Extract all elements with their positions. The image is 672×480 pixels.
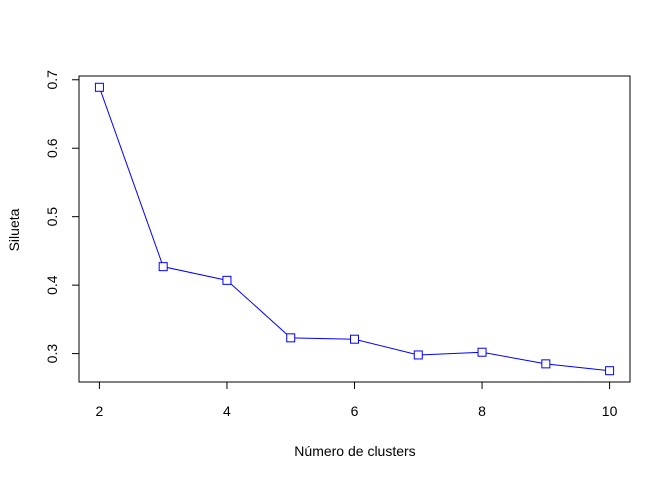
data-point-marker [94, 82, 104, 92]
data-point-marker [413, 350, 423, 360]
x-tick-label: 10 [602, 403, 618, 419]
y-axis: 0.3 0.4 0.5 0.6 0.7 [44, 70, 80, 364]
data-point-marker [222, 275, 232, 285]
series-line [98, 87, 610, 372]
data-point-marker [350, 334, 359, 344]
x-tick-label: 6 [351, 403, 359, 419]
x-tick-label: 4 [223, 403, 231, 419]
y-axis-title: Silueta [6, 208, 22, 251]
data-point-marker [605, 366, 615, 376]
x-axis-title: Número de clusters [294, 443, 415, 459]
y-tick-label: 0.6 [44, 138, 60, 158]
data-point-marker [541, 359, 551, 369]
series-layer [94, 82, 615, 376]
y-tick-label: 0.3 [44, 344, 60, 364]
x-tick-label: 2 [96, 403, 104, 419]
data-point-marker [286, 333, 296, 343]
data-point-marker [477, 347, 487, 357]
x-axis: 2 4 6 8 10 [96, 381, 618, 419]
x-tick-label: 8 [478, 403, 486, 419]
y-tick-label: 0.7 [44, 70, 60, 90]
y-tick-label: 0.4 [44, 275, 60, 295]
data-point-marker [158, 262, 168, 272]
y-tick-label: 0.5 [44, 207, 60, 227]
